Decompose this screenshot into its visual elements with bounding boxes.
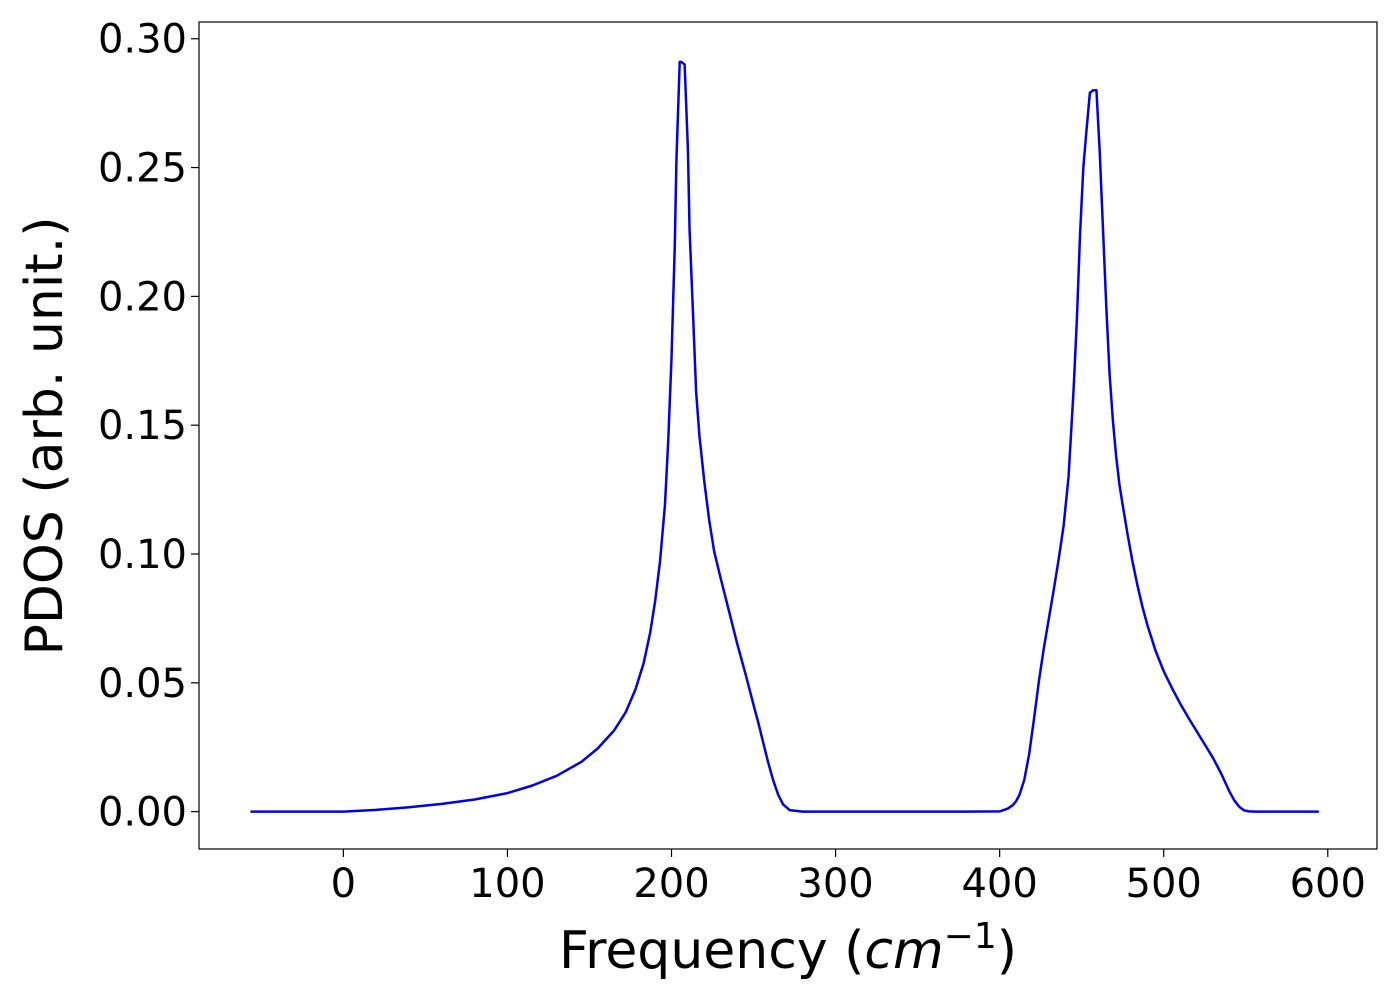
y-tick-label: 0.25 (98, 146, 187, 192)
y-axis-label: PDOS (arb. unit.) (15, 216, 75, 655)
y-tick-label: 0.30 (98, 17, 187, 63)
x-axis-label: Frequency (cm−1) (559, 916, 1017, 981)
y-axis-ticks: 0.00 0.05 0.10 0.15 0.20 0.25 0.30 (98, 17, 199, 836)
y-tick-label: 0.10 (98, 532, 187, 578)
x-tick-label: 400 (961, 861, 1037, 907)
plot-frame (198, 21, 1378, 850)
x-axis-ticks: 0 100 200 300 400 500 600 (331, 849, 1366, 907)
y-tick-label: 0.20 (98, 274, 187, 320)
y-tick-label: 0.05 (98, 661, 187, 707)
x-axis-label-prefix: Frequency ( (559, 921, 864, 981)
x-tick-label: 600 (1290, 861, 1366, 907)
x-tick-label: 100 (469, 861, 545, 907)
plot-area-background (199, 22, 1377, 849)
y-tick-label: 0.00 (98, 790, 187, 836)
x-tick-label: 200 (633, 861, 709, 907)
x-tick-label: 300 (797, 861, 873, 907)
x-tick-label: 500 (1126, 861, 1202, 907)
y-tick-label: 0.15 (98, 403, 187, 449)
x-tick-label: 0 (331, 861, 356, 907)
series-line (250, 60, 1320, 813)
x-axis-label-unit: cm (864, 921, 943, 981)
x-axis-label-exponent: −1 (944, 916, 997, 957)
x-axis-label-suffix: ) (997, 921, 1017, 981)
